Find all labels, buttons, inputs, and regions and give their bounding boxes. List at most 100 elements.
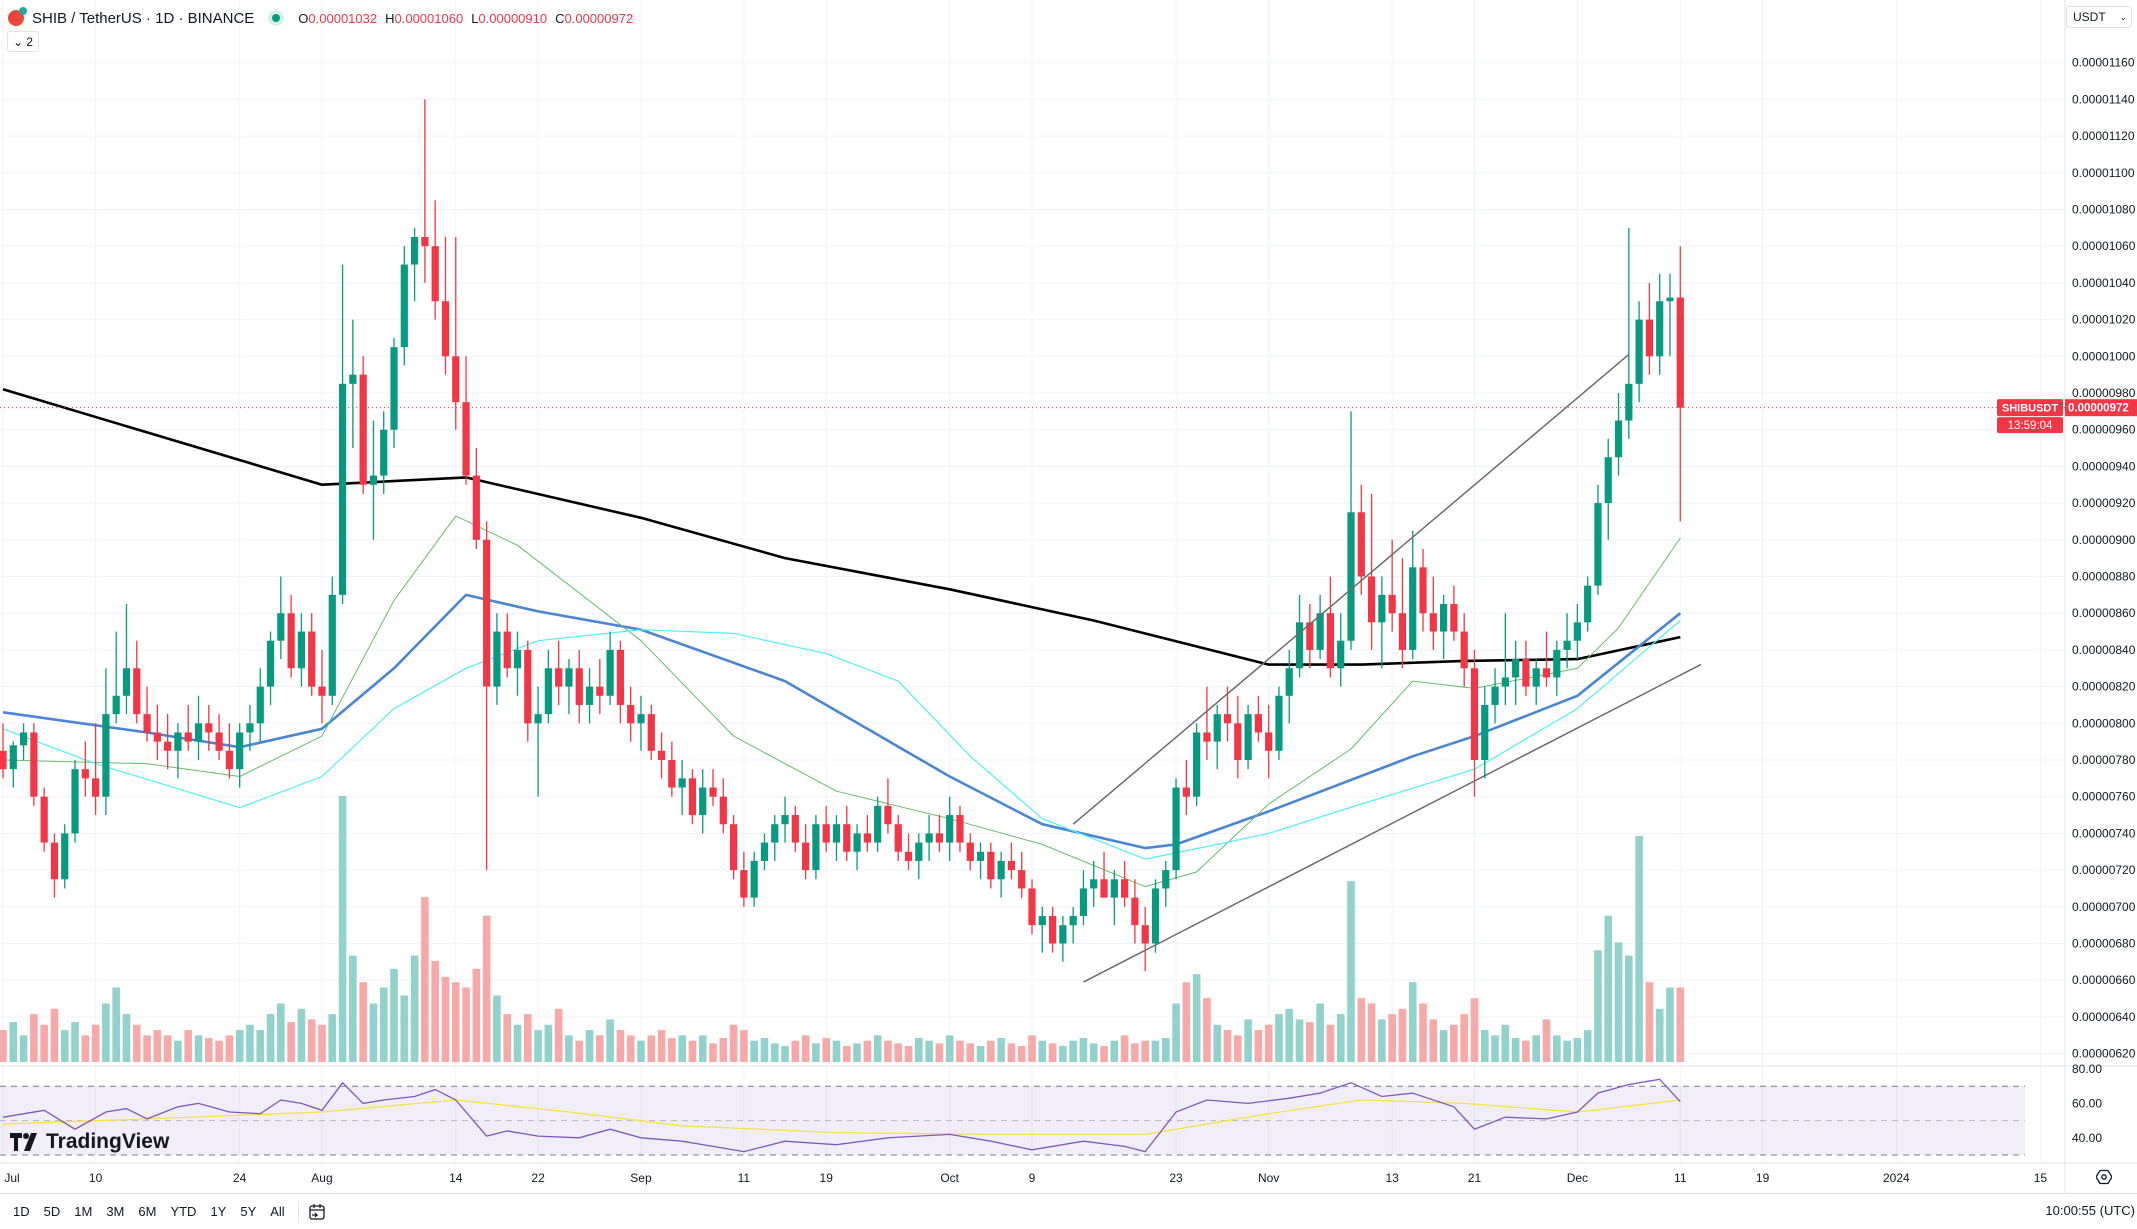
price-axis-label: 0.00000900 bbox=[2072, 533, 2136, 547]
volume-bar bbox=[163, 1035, 172, 1062]
candle-body bbox=[1367, 576, 1376, 623]
clock-timezone[interactable]: 10:00:55 (UTC) bbox=[2045, 1203, 2135, 1218]
candle-body bbox=[1038, 915, 1046, 926]
settings-gear-icon[interactable] bbox=[2096, 1169, 2112, 1185]
candle-body bbox=[1625, 383, 1633, 421]
range-1d[interactable]: 1D bbox=[13, 1204, 30, 1219]
volume-bar bbox=[925, 1040, 933, 1062]
volume-bar bbox=[760, 1038, 769, 1062]
candle-body bbox=[874, 805, 882, 843]
symbol-title[interactable]: SHIB / TetherUS · 1D · BINANCE bbox=[32, 9, 255, 27]
candle-body bbox=[194, 723, 203, 742]
candle bbox=[1326, 576, 1335, 678]
range-6m[interactable]: 6M bbox=[138, 1204, 157, 1219]
candle-body bbox=[503, 631, 511, 669]
currency-select[interactable]: USDT ⌄ bbox=[2066, 6, 2132, 28]
range-5d[interactable]: 5D bbox=[43, 1204, 61, 1219]
volume-bar bbox=[1275, 1014, 1283, 1062]
candle bbox=[1501, 613, 1509, 705]
candle bbox=[699, 769, 707, 834]
candle-body bbox=[1347, 512, 1355, 641]
candle bbox=[565, 659, 573, 715]
trendline[interactable] bbox=[1083, 663, 1702, 983]
range-all[interactable]: All bbox=[270, 1204, 285, 1219]
volume-bar bbox=[1470, 998, 1479, 1062]
candle bbox=[863, 815, 871, 852]
range-5y[interactable]: 5Y bbox=[240, 1204, 257, 1219]
volume-bar bbox=[462, 987, 470, 1062]
candle bbox=[277, 576, 285, 660]
range-ytd[interactable]: YTD bbox=[170, 1204, 197, 1219]
date-axis-label: Dec bbox=[1567, 1171, 1588, 1185]
range-3m[interactable]: 3M bbox=[106, 1204, 125, 1219]
date-axis-label: 15 bbox=[2034, 1171, 2048, 1185]
volume-bar bbox=[987, 1040, 995, 1062]
volume-bar bbox=[1635, 835, 1643, 1062]
candle-body bbox=[390, 347, 398, 430]
date-axis-label: 21 bbox=[1468, 1171, 1482, 1185]
date-axis-label: 2024 bbox=[1883, 1171, 1910, 1185]
volume-bar bbox=[40, 1024, 48, 1062]
volume-bar bbox=[235, 1030, 244, 1062]
candle-body bbox=[627, 704, 635, 724]
candle bbox=[50, 833, 59, 898]
candle-body bbox=[616, 649, 624, 705]
candle-body bbox=[637, 714, 645, 724]
candle-body bbox=[925, 833, 933, 843]
candle bbox=[966, 833, 974, 871]
candle bbox=[1193, 723, 1201, 806]
candle bbox=[225, 723, 233, 779]
rsi-axis-label: 80.00 bbox=[2072, 1062, 2102, 1076]
candle bbox=[1635, 301, 1643, 403]
price-axis-label: 0.00001120 bbox=[2072, 129, 2135, 143]
candle bbox=[987, 842, 995, 889]
calendar-goto-date-icon[interactable] bbox=[307, 1202, 327, 1222]
volume-bar bbox=[122, 1014, 131, 1062]
indicators-toggle-button[interactable]: ⌄ 2 bbox=[7, 31, 39, 52]
volume-bar bbox=[318, 1024, 326, 1062]
candle-body bbox=[596, 686, 604, 696]
candle-body bbox=[740, 870, 748, 898]
price-axis-label: 0.00000840 bbox=[2072, 643, 2136, 657]
candle bbox=[1645, 282, 1653, 375]
price-axis-label: 0.00000740 bbox=[2072, 826, 2136, 840]
candle-body bbox=[1172, 787, 1180, 871]
candle bbox=[328, 576, 336, 705]
range-1m[interactable]: 1M bbox=[74, 1204, 93, 1219]
candle bbox=[1048, 906, 1057, 953]
candle-body bbox=[71, 769, 79, 834]
candle-body bbox=[1316, 613, 1324, 650]
candle bbox=[1440, 594, 1448, 660]
trendlines[interactable] bbox=[1072, 353, 1702, 983]
volume-bar bbox=[1491, 1035, 1499, 1062]
candle-body bbox=[215, 732, 223, 751]
candle-body bbox=[122, 668, 131, 696]
candle-body bbox=[1656, 301, 1664, 357]
trendline[interactable] bbox=[1072, 353, 1630, 825]
date-axis-label: 19 bbox=[1756, 1171, 1770, 1185]
price-axis-label: 0.00000800 bbox=[2072, 716, 2136, 730]
price-axis-label: 0.00000940 bbox=[2072, 459, 2136, 473]
moving-average-line bbox=[2, 515, 1681, 888]
candle-body bbox=[1542, 668, 1551, 678]
volume-bar bbox=[1552, 1035, 1561, 1062]
volume-bar bbox=[1645, 982, 1654, 1062]
date-axis[interactable]: Jul 10 24 Aug 14 22 Sep 11 19 Oct 9 23 Nov 13 21 Dec 11 1… bbox=[0, 1162, 2137, 1185]
range-1y[interactable]: 1Y bbox=[210, 1204, 227, 1219]
price-axis[interactable]: 0.00001160 0.00001140 0.00001120 0.00001100… bbox=[2064, 0, 2136, 1193]
volume-bar bbox=[1182, 982, 1191, 1062]
volume-bar bbox=[1573, 1038, 1582, 1062]
candle-body bbox=[606, 649, 614, 696]
candle-body bbox=[585, 686, 594, 705]
candle bbox=[1532, 659, 1540, 705]
volume-bar bbox=[770, 1043, 779, 1062]
candle bbox=[421, 99, 429, 283]
tradingview-logo[interactable]: TradingView bbox=[10, 1130, 169, 1154]
candle-body bbox=[421, 237, 429, 247]
candle-body bbox=[935, 833, 943, 843]
volume-bar bbox=[1501, 1024, 1510, 1062]
volume-bar bbox=[544, 1024, 553, 1062]
candle-body bbox=[1491, 686, 1499, 705]
candle-body bbox=[236, 732, 244, 770]
